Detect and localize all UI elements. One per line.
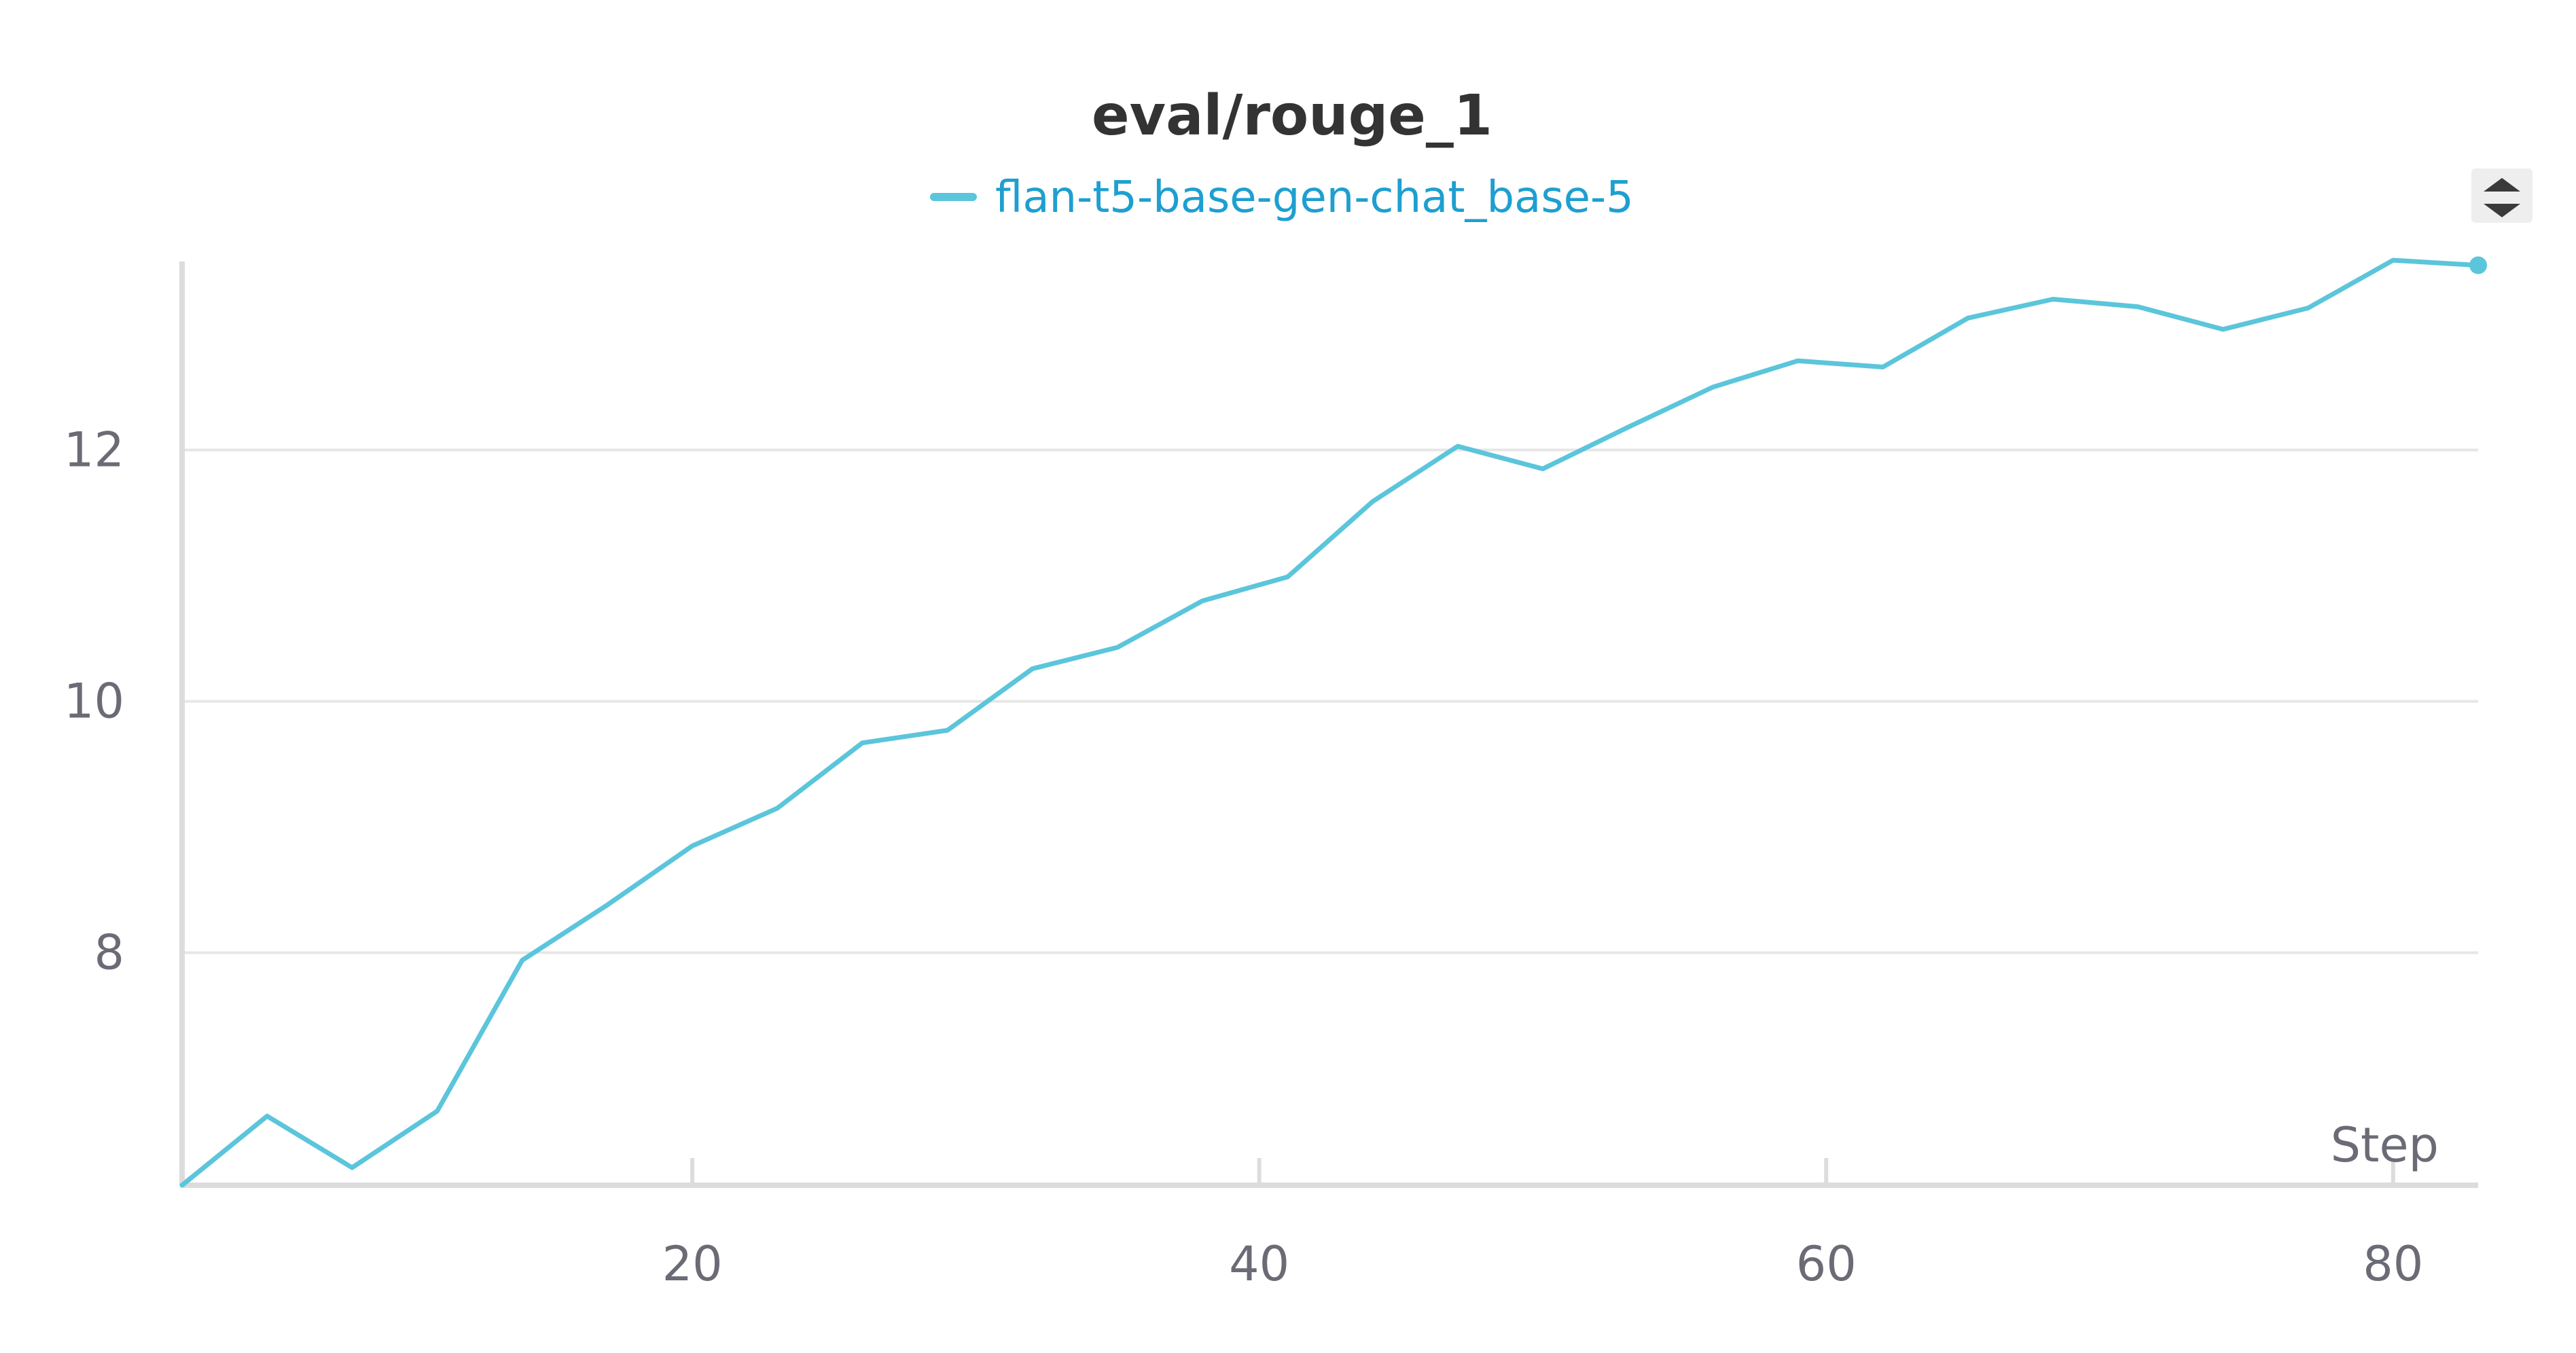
legend-scroll-background [2471,168,2533,223]
x-tick-label: 60 [1796,1236,1857,1292]
legend-scroll-control[interactable] [2471,168,2533,223]
legend[interactable]: flan-t5-base-gen-chat_base-5 [930,173,1634,223]
y-tick-label: 10 [64,674,124,729]
y-tick-label: 12 [64,422,124,478]
x-axis-label: Step [2331,1117,2439,1173]
axes-layer [179,261,2478,1188]
series-last-point[interactable] [2469,256,2487,274]
y-tick-label: 8 [94,925,124,981]
scroll-down-arrow-icon[interactable] [2484,204,2520,217]
x-tick-label: 40 [1229,1236,1289,1292]
x-tick-labels: 20 40 60 80 [662,1158,2423,1292]
series-line[interactable] [179,257,2481,1188]
scroll-up-arrow-icon[interactable] [2484,178,2520,192]
series-layer [179,256,2487,1188]
chart-title: eval/rouge_1 [1092,84,1492,148]
x-tick-label: 20 [662,1236,723,1292]
grid-layer [182,448,2478,954]
y-tick-labels: 8 10 12 [64,422,124,981]
x-tick-label: 80 [2363,1236,2423,1292]
legend-series-label[interactable]: flan-t5-base-gen-chat_base-5 [995,173,1634,223]
